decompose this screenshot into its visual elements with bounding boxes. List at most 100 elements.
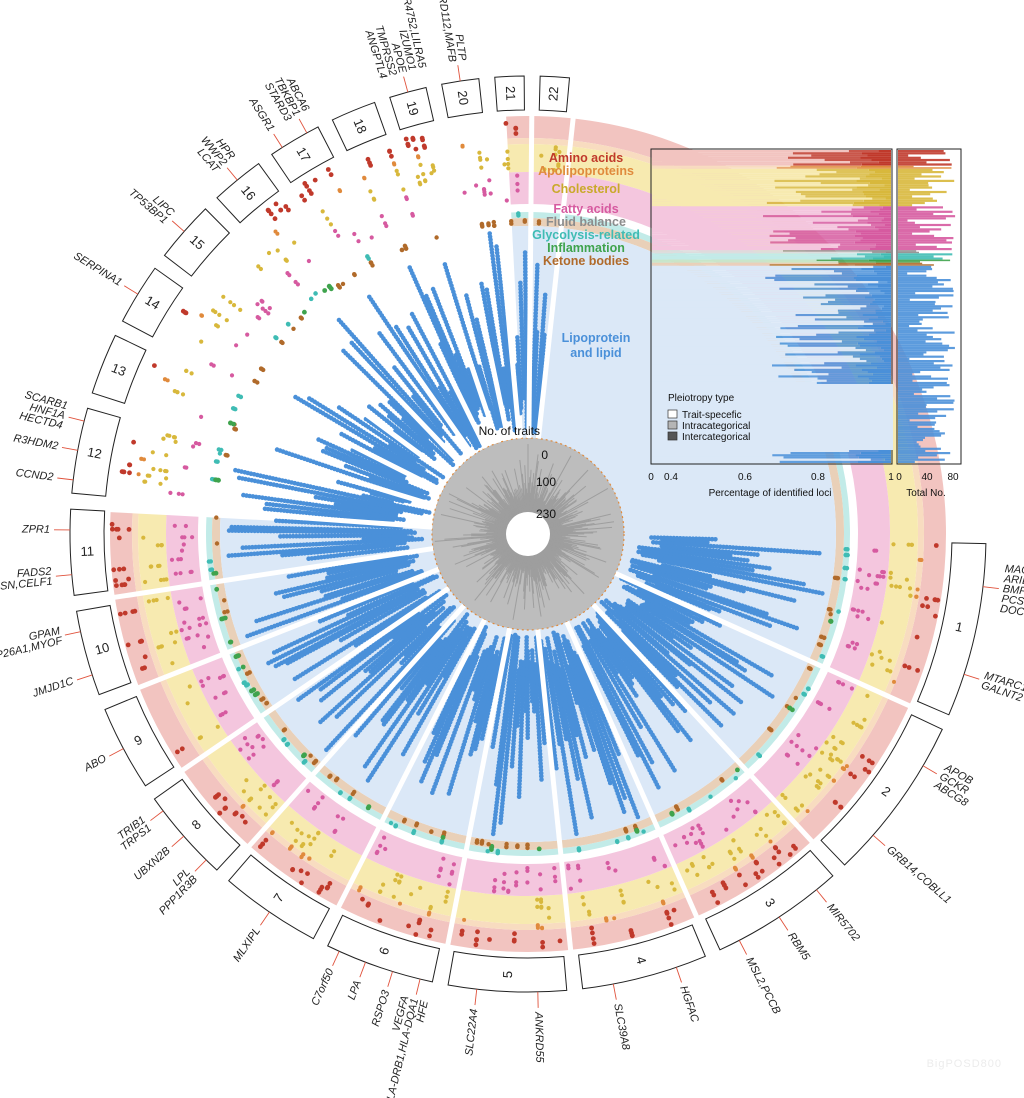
point-amino-acids	[902, 663, 908, 669]
trait-bar	[549, 526, 613, 533]
point-cholesterol	[295, 827, 300, 832]
point-amino-acids	[771, 855, 777, 861]
point-lipoprotein	[635, 752, 641, 758]
point-ketone-bodies	[479, 841, 484, 846]
point-apolipoproteins	[535, 925, 540, 930]
point-fatty-acids	[866, 616, 871, 622]
point-cholesterol	[859, 725, 864, 730]
point-amino-acids	[590, 930, 595, 936]
point-ketone-bodies	[719, 777, 724, 782]
point-amino-acids	[263, 837, 269, 843]
point-lipoprotein	[446, 791, 452, 796]
point-glycolysis-related	[845, 547, 850, 552]
point-lipoprotein	[589, 815, 594, 820]
point-amino-acids	[511, 937, 517, 943]
point-fatty-acids	[735, 807, 740, 812]
point-inflammation	[735, 767, 740, 773]
trait-bar	[474, 550, 515, 601]
point-lipoprotein	[490, 744, 496, 750]
point-lipoprotein	[525, 735, 530, 740]
point-glycolysis-related	[641, 829, 646, 834]
point-amino-acids	[720, 880, 726, 886]
point-cholesterol	[831, 734, 836, 740]
point-amino-acids	[377, 918, 383, 923]
point-cholesterol	[262, 783, 267, 788]
point-cholesterol	[877, 649, 882, 654]
point-amino-acids	[290, 867, 296, 872]
point-lipoprotein	[509, 764, 515, 769]
point-glycolysis-related	[801, 691, 806, 696]
point-lipoprotein	[498, 820, 503, 825]
point-fatty-acids	[652, 857, 657, 862]
point-fatty-acids	[731, 814, 736, 819]
point-fatty-acids	[693, 840, 699, 846]
point-lipoprotein	[705, 540, 710, 545]
point-lipoprotein	[574, 831, 579, 837]
point-amino-acids	[664, 909, 670, 915]
point-cholesterol	[780, 792, 785, 798]
point-cholesterol	[820, 750, 825, 755]
point-cholesterol	[316, 831, 321, 836]
point-amino-acids	[776, 849, 782, 855]
point-lipoprotein	[817, 550, 822, 556]
point-cholesterol	[851, 720, 856, 725]
point-cholesterol	[836, 757, 841, 762]
point-cholesterol	[887, 658, 892, 663]
point-lipoprotein	[713, 537, 718, 542]
point-cholesterol	[546, 906, 551, 911]
point-amino-acids	[475, 929, 480, 935]
point-lipoprotein	[539, 777, 544, 782]
point-amino-acids	[512, 931, 517, 937]
point-amino-acids	[866, 769, 872, 775]
point-lipoprotein	[629, 674, 635, 680]
point-cholesterol	[669, 881, 675, 886]
trait-bar	[448, 500, 508, 527]
point-lipoprotein	[688, 645, 693, 650]
point-lipoprotein	[532, 709, 537, 714]
point-fatty-acids	[736, 799, 741, 804]
point-lipoprotein	[353, 732, 359, 738]
point-fatty-acids	[681, 834, 687, 840]
point-amino-acids	[589, 925, 594, 931]
point-amino-acids	[416, 920, 422, 926]
point-amino-acids	[298, 868, 304, 874]
point-lipoprotein	[574, 700, 580, 705]
point-lipoprotein	[741, 588, 746, 594]
point-amino-acids	[755, 874, 761, 880]
point-apolipoproteins	[240, 804, 245, 809]
point-cholesterol	[815, 779, 821, 784]
point-ketone-bodies	[525, 843, 530, 848]
point-amino-acids	[557, 938, 563, 944]
point-amino-acids	[787, 852, 793, 857]
point-amino-acids	[924, 596, 929, 601]
point-fatty-acids	[449, 871, 454, 876]
point-fatty-acids	[378, 843, 383, 848]
point-cholesterol	[332, 849, 337, 854]
point-glycolysis-related	[708, 794, 713, 799]
point-fatty-acids	[502, 871, 507, 877]
point-amino-acids	[933, 543, 939, 548]
point-lipoprotein	[750, 567, 755, 573]
point-inflammation	[828, 618, 833, 624]
point-cholesterol	[685, 868, 690, 873]
point-lipoprotein	[703, 586, 709, 591]
point-fatty-acids	[856, 608, 861, 613]
point-apolipoproteins	[768, 839, 773, 844]
point-lipoprotein	[717, 623, 722, 628]
point-glycolysis-related	[733, 776, 738, 781]
point-fatty-acids	[383, 846, 388, 852]
point-cholesterol	[772, 810, 777, 815]
point-apolipoproteins	[915, 587, 920, 592]
point-fatty-acids	[493, 878, 498, 883]
point-cholesterol	[758, 826, 763, 832]
point-cholesterol	[865, 693, 870, 699]
point-lipoprotein	[362, 763, 368, 769]
point-glycolysis-related	[836, 609, 841, 614]
point-fatty-acids	[451, 862, 456, 867]
point-glycolysis-related	[626, 836, 631, 841]
point-glycolysis-related	[338, 790, 343, 796]
point-fatty-acids	[851, 607, 857, 612]
point-cholesterol	[907, 586, 913, 591]
point-lipoprotein	[563, 736, 569, 742]
